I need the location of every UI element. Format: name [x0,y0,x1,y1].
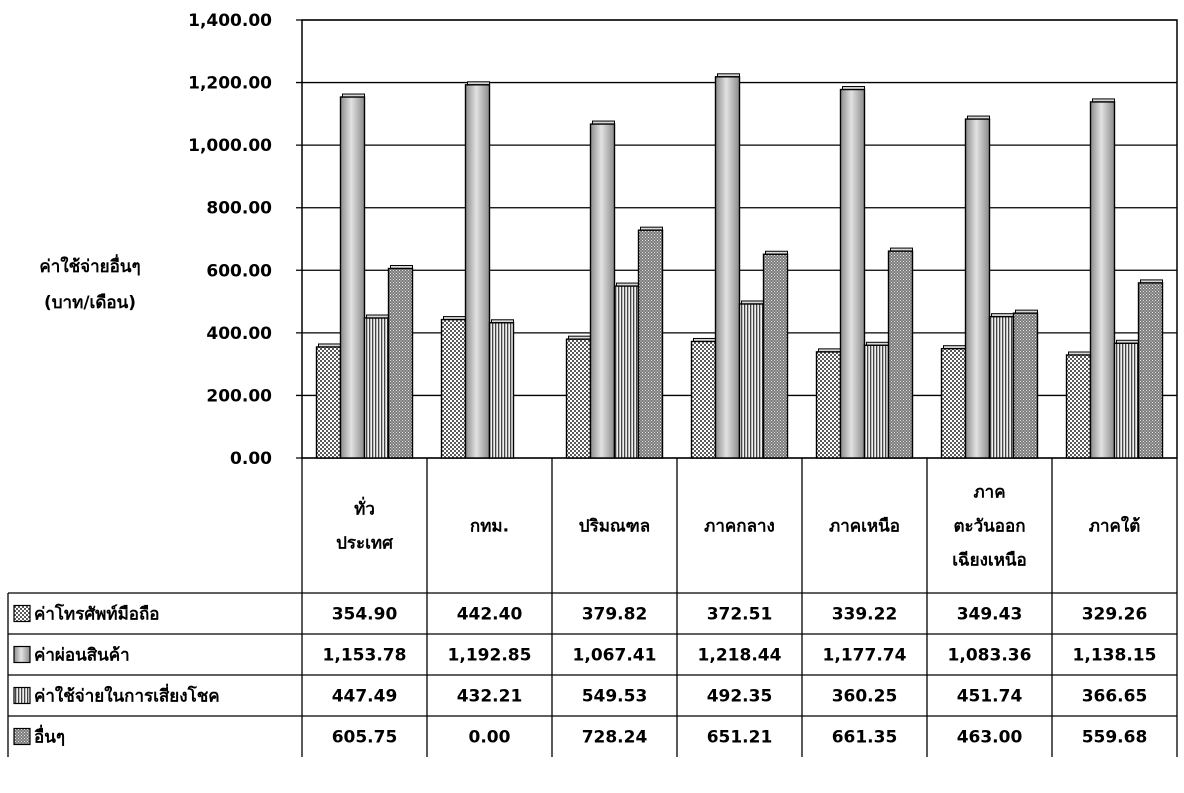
category-label: ตะวันออก [953,517,1025,537]
legend-swatch [13,727,31,746]
bar [815,351,842,459]
bar [637,229,664,459]
table-cell-value: 605.75 [332,728,398,748]
table-cell-value: 661.35 [832,728,898,748]
bar [464,84,491,459]
bar [690,340,717,459]
table-cell-value: 372.51 [707,605,773,625]
category-label: ภาคใต้ [1089,516,1140,537]
table-cell-value: 1,138.15 [1073,646,1157,666]
bar [387,267,414,459]
table-cell-value: 1,067.41 [573,646,657,666]
table-cell-value: 379.82 [582,605,648,625]
bar [964,118,991,459]
y-axis-ticks: 0.00 200.00 400.00 600.00 800.00 1,000.00 1,20… [188,11,272,469]
legend-swatch [13,686,31,705]
category-label: ภาค [973,483,1005,503]
y-tick-label: 600.00 [206,261,272,281]
y-tick-label: 200.00 [206,386,272,406]
table-cell-value: 442.40 [457,605,523,625]
category-label: กทม. [470,517,509,537]
legend-swatch [13,604,31,623]
category-label: ทั่ว [354,497,375,520]
table-cell-value: 360.25 [832,687,898,707]
bar [488,322,515,459]
bar [762,253,789,459]
bar [339,96,366,459]
y-tick-label: 800.00 [206,199,272,219]
y-tick-label: 1,400.00 [188,11,272,31]
category-label: ประเทศ [336,534,394,554]
bar [714,76,741,459]
bar [613,285,640,459]
table-cell-value: 651.21 [707,728,773,748]
bar [589,123,616,459]
table-cell-value: 0.00 [469,728,511,748]
bar [440,318,467,459]
category-label: ภาคกลาง [704,517,775,537]
table-cell-value: 1,153.78 [323,646,407,666]
bar [1065,354,1092,459]
table-cell-value: 339.22 [832,605,898,625]
table-cell-value: 728.24 [582,728,648,748]
y-tick-label: 1,000.00 [188,136,272,156]
table-cell-value: 447.49 [332,687,398,707]
legend-label: ค่าผ่อนสินค้า [34,646,130,666]
bar [863,344,890,459]
table-cell-value: 1,083.36 [948,646,1032,666]
bar [1012,312,1039,459]
table-cell-value: 354.90 [332,605,398,625]
table-cell-value: 451.74 [957,687,1023,707]
bar [1113,342,1140,459]
y-axis-label-line-2: (บาท/เดือน) [44,292,136,313]
category-label: เฉียงเหนือ [952,550,1027,571]
table-cell-value: 463.00 [957,728,1023,748]
table-cell-value: 1,218.44 [698,646,782,666]
table-cell-value: 366.65 [1082,687,1148,707]
category-label: ปริมณฑล [579,517,650,537]
bar [887,250,914,459]
bar [1137,282,1164,459]
table-cell-value: 329.26 [1082,605,1148,625]
bar [1089,101,1116,459]
bar [988,315,1015,459]
table-cell-value: 349.43 [957,605,1023,625]
table-cell-value: 559.68 [1082,728,1148,748]
y-tick-label: 0.00 [230,449,272,469]
legend-label: อื่นๆ [34,725,65,748]
bar [363,317,390,459]
table-cell-value: 1,177.74 [823,646,907,666]
bar [738,303,765,459]
y-axis-label-line-1: ค่าใช้จ่ายอื่นๆ [39,254,140,277]
table-cell-value: 492.35 [707,687,773,707]
bar [565,338,592,459]
legend-label: ค่าใช้จ่ายในการเสี่ยงโชค [34,684,220,707]
table-cell-value: 549.53 [582,687,648,707]
y-tick-label: 400.00 [206,324,272,344]
y-tick-label: 1,200.00 [188,74,272,94]
legend-label: ค่าโทรศัพท์มือถือ [34,604,160,625]
table-cell-value: 1,192.85 [448,646,532,666]
bar [315,346,342,459]
y-axis-label: ค่าใช้จ่ายอื่นๆ (บาท/เดือน) [39,254,140,313]
bar [940,347,967,459]
bar [839,88,866,459]
category-label: ภาคเหนือ [829,516,900,537]
legend-swatch [13,645,31,664]
bars [315,73,1164,459]
table-cell-value: 432.21 [457,687,523,707]
